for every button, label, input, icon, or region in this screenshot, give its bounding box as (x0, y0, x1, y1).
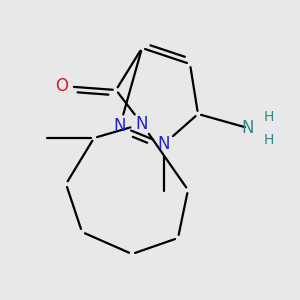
Text: N: N (242, 119, 254, 137)
Text: N: N (136, 115, 148, 133)
Text: N: N (114, 117, 126, 135)
Text: O: O (56, 77, 68, 95)
Text: H: H (264, 110, 274, 124)
Text: N: N (158, 135, 170, 153)
Text: H: H (264, 133, 274, 147)
